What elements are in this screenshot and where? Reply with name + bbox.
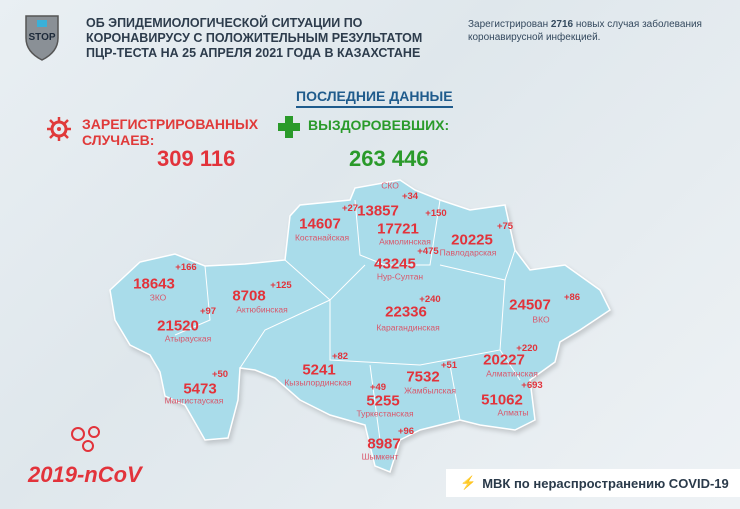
region-delta: +27 bbox=[341, 203, 359, 214]
page-title: ОБ ЭПИДЕМИОЛОГИЧЕСКОЙ СИТУАЦИИ ПО КОРОНА… bbox=[86, 16, 422, 61]
title-line: ОБ ЭПИДЕМИОЛОГИЧЕСКОЙ СИТУАЦИИ ПО bbox=[86, 16, 363, 30]
registered-label-line: ЗАРЕГИСТРИРОВАННЫХ bbox=[82, 116, 259, 132]
region-borders bbox=[174, 199, 521, 441]
region-name: Актюбинская bbox=[236, 304, 288, 315]
region-name: Костанайская bbox=[294, 232, 350, 243]
latest-data-heading: ПОСЛЕДНИЕ ДАННЫЕ bbox=[296, 88, 453, 108]
region-delta: +96 bbox=[397, 426, 415, 437]
virus-cluster-icon bbox=[66, 422, 106, 459]
svg-text:STOP: STOP bbox=[28, 32, 55, 43]
region-name: Шымкент bbox=[361, 451, 399, 462]
region-total: 20227 bbox=[483, 351, 525, 369]
note-text: Зарегистрирован bbox=[468, 19, 551, 30]
region-name: ЗКО bbox=[149, 292, 167, 303]
region-total: 51062 bbox=[481, 391, 523, 409]
virus-icon bbox=[46, 116, 72, 147]
region-total: 17721 bbox=[377, 220, 419, 238]
region-total: 14607 bbox=[299, 215, 341, 233]
new-cases-count: 2716 bbox=[550, 19, 574, 30]
region-delta: +86 bbox=[563, 292, 581, 303]
region-total: 18643 bbox=[133, 275, 175, 293]
region-total: 8708 bbox=[232, 287, 266, 305]
region-name: СКО bbox=[381, 180, 399, 191]
region-total: 24507 bbox=[509, 296, 551, 314]
region-name: Кызылординская bbox=[284, 377, 352, 388]
region-total: 22336 bbox=[385, 303, 427, 321]
region-total: 13857 bbox=[357, 202, 399, 220]
registered-label: ЗАРЕГИСТРИРОВАННЫХ СЛУЧАЕВ: bbox=[82, 116, 258, 148]
region-name: Туркестанская bbox=[356, 408, 414, 419]
region-total: 21520 bbox=[157, 317, 199, 335]
region-name: Карагандинская bbox=[376, 322, 440, 333]
region-total: 8987 bbox=[367, 435, 401, 453]
region-delta: +51 bbox=[440, 360, 458, 371]
region-delta: +220 bbox=[516, 343, 538, 354]
map-shape bbox=[109, 179, 611, 473]
region-delta: +97 bbox=[199, 306, 217, 317]
region-name: Павлодарская bbox=[439, 247, 497, 258]
region-name: Акмолинская bbox=[379, 236, 431, 247]
title-line: ПЦР-ТЕСТА НА 25 АПРЕЛЯ 2021 ГОДА В КАЗАХ… bbox=[86, 46, 421, 60]
lightning-icon: ⚡ bbox=[460, 475, 477, 490]
region-delta: +150 bbox=[425, 208, 447, 219]
plus-icon bbox=[278, 116, 300, 138]
region-total: 43245 bbox=[374, 255, 416, 273]
region-name: ВКО bbox=[532, 314, 550, 325]
region-name: Алматы bbox=[497, 407, 529, 418]
region-name: Атырауская bbox=[164, 333, 212, 344]
region-name: Нур-Султан bbox=[376, 271, 424, 282]
registered-value: 309 116 bbox=[157, 146, 236, 171]
new-cases-note: Зарегистрирован 2716 новых случая заболе… bbox=[468, 18, 728, 44]
region-delta: +125 bbox=[270, 280, 292, 291]
region-name: Жамбылская bbox=[404, 385, 456, 396]
region-total: 20225 bbox=[451, 231, 493, 249]
region-delta: +82 bbox=[331, 351, 349, 362]
region-delta: +49 bbox=[369, 382, 387, 393]
region-delta: +34 bbox=[401, 191, 419, 202]
registered-label-line: СЛУЧАЕВ: bbox=[82, 132, 155, 148]
stop-logo: STOP bbox=[22, 12, 62, 62]
title-line: КОРОНАВИРУСУ С ПОЛОЖИТЕЛЬНЫМ РЕЗУЛЬТАТОМ bbox=[86, 31, 423, 45]
region-delta: +50 bbox=[211, 369, 229, 380]
region-name: Мангистауская bbox=[164, 395, 224, 406]
note-text: новых случая заболевания коронавирусной … bbox=[468, 19, 702, 43]
region-delta: +475 bbox=[417, 246, 439, 257]
mvk-label: МВК по нераспространению COVID-19 bbox=[482, 475, 729, 491]
ncov-label: 2019-nCoV bbox=[28, 462, 142, 487]
region-delta: +75 bbox=[496, 221, 514, 232]
region-delta: +693 bbox=[521, 380, 543, 391]
region-delta: +240 bbox=[419, 294, 441, 305]
region-delta: +166 bbox=[175, 262, 197, 273]
region-total: 5473 bbox=[183, 380, 217, 398]
mvk-banner: ⚡ МВК по нераспространению COVID-19 bbox=[446, 469, 740, 497]
region-total: 5241 bbox=[302, 361, 336, 379]
region-name: Алматинская bbox=[486, 368, 538, 379]
region-total: 7532 bbox=[406, 368, 440, 386]
region-total: 5255 bbox=[366, 392, 400, 410]
recovered-value: 263 446 bbox=[349, 146, 429, 171]
recovered-label: ВЫЗДОРОВЕВШИХ: bbox=[308, 117, 450, 133]
